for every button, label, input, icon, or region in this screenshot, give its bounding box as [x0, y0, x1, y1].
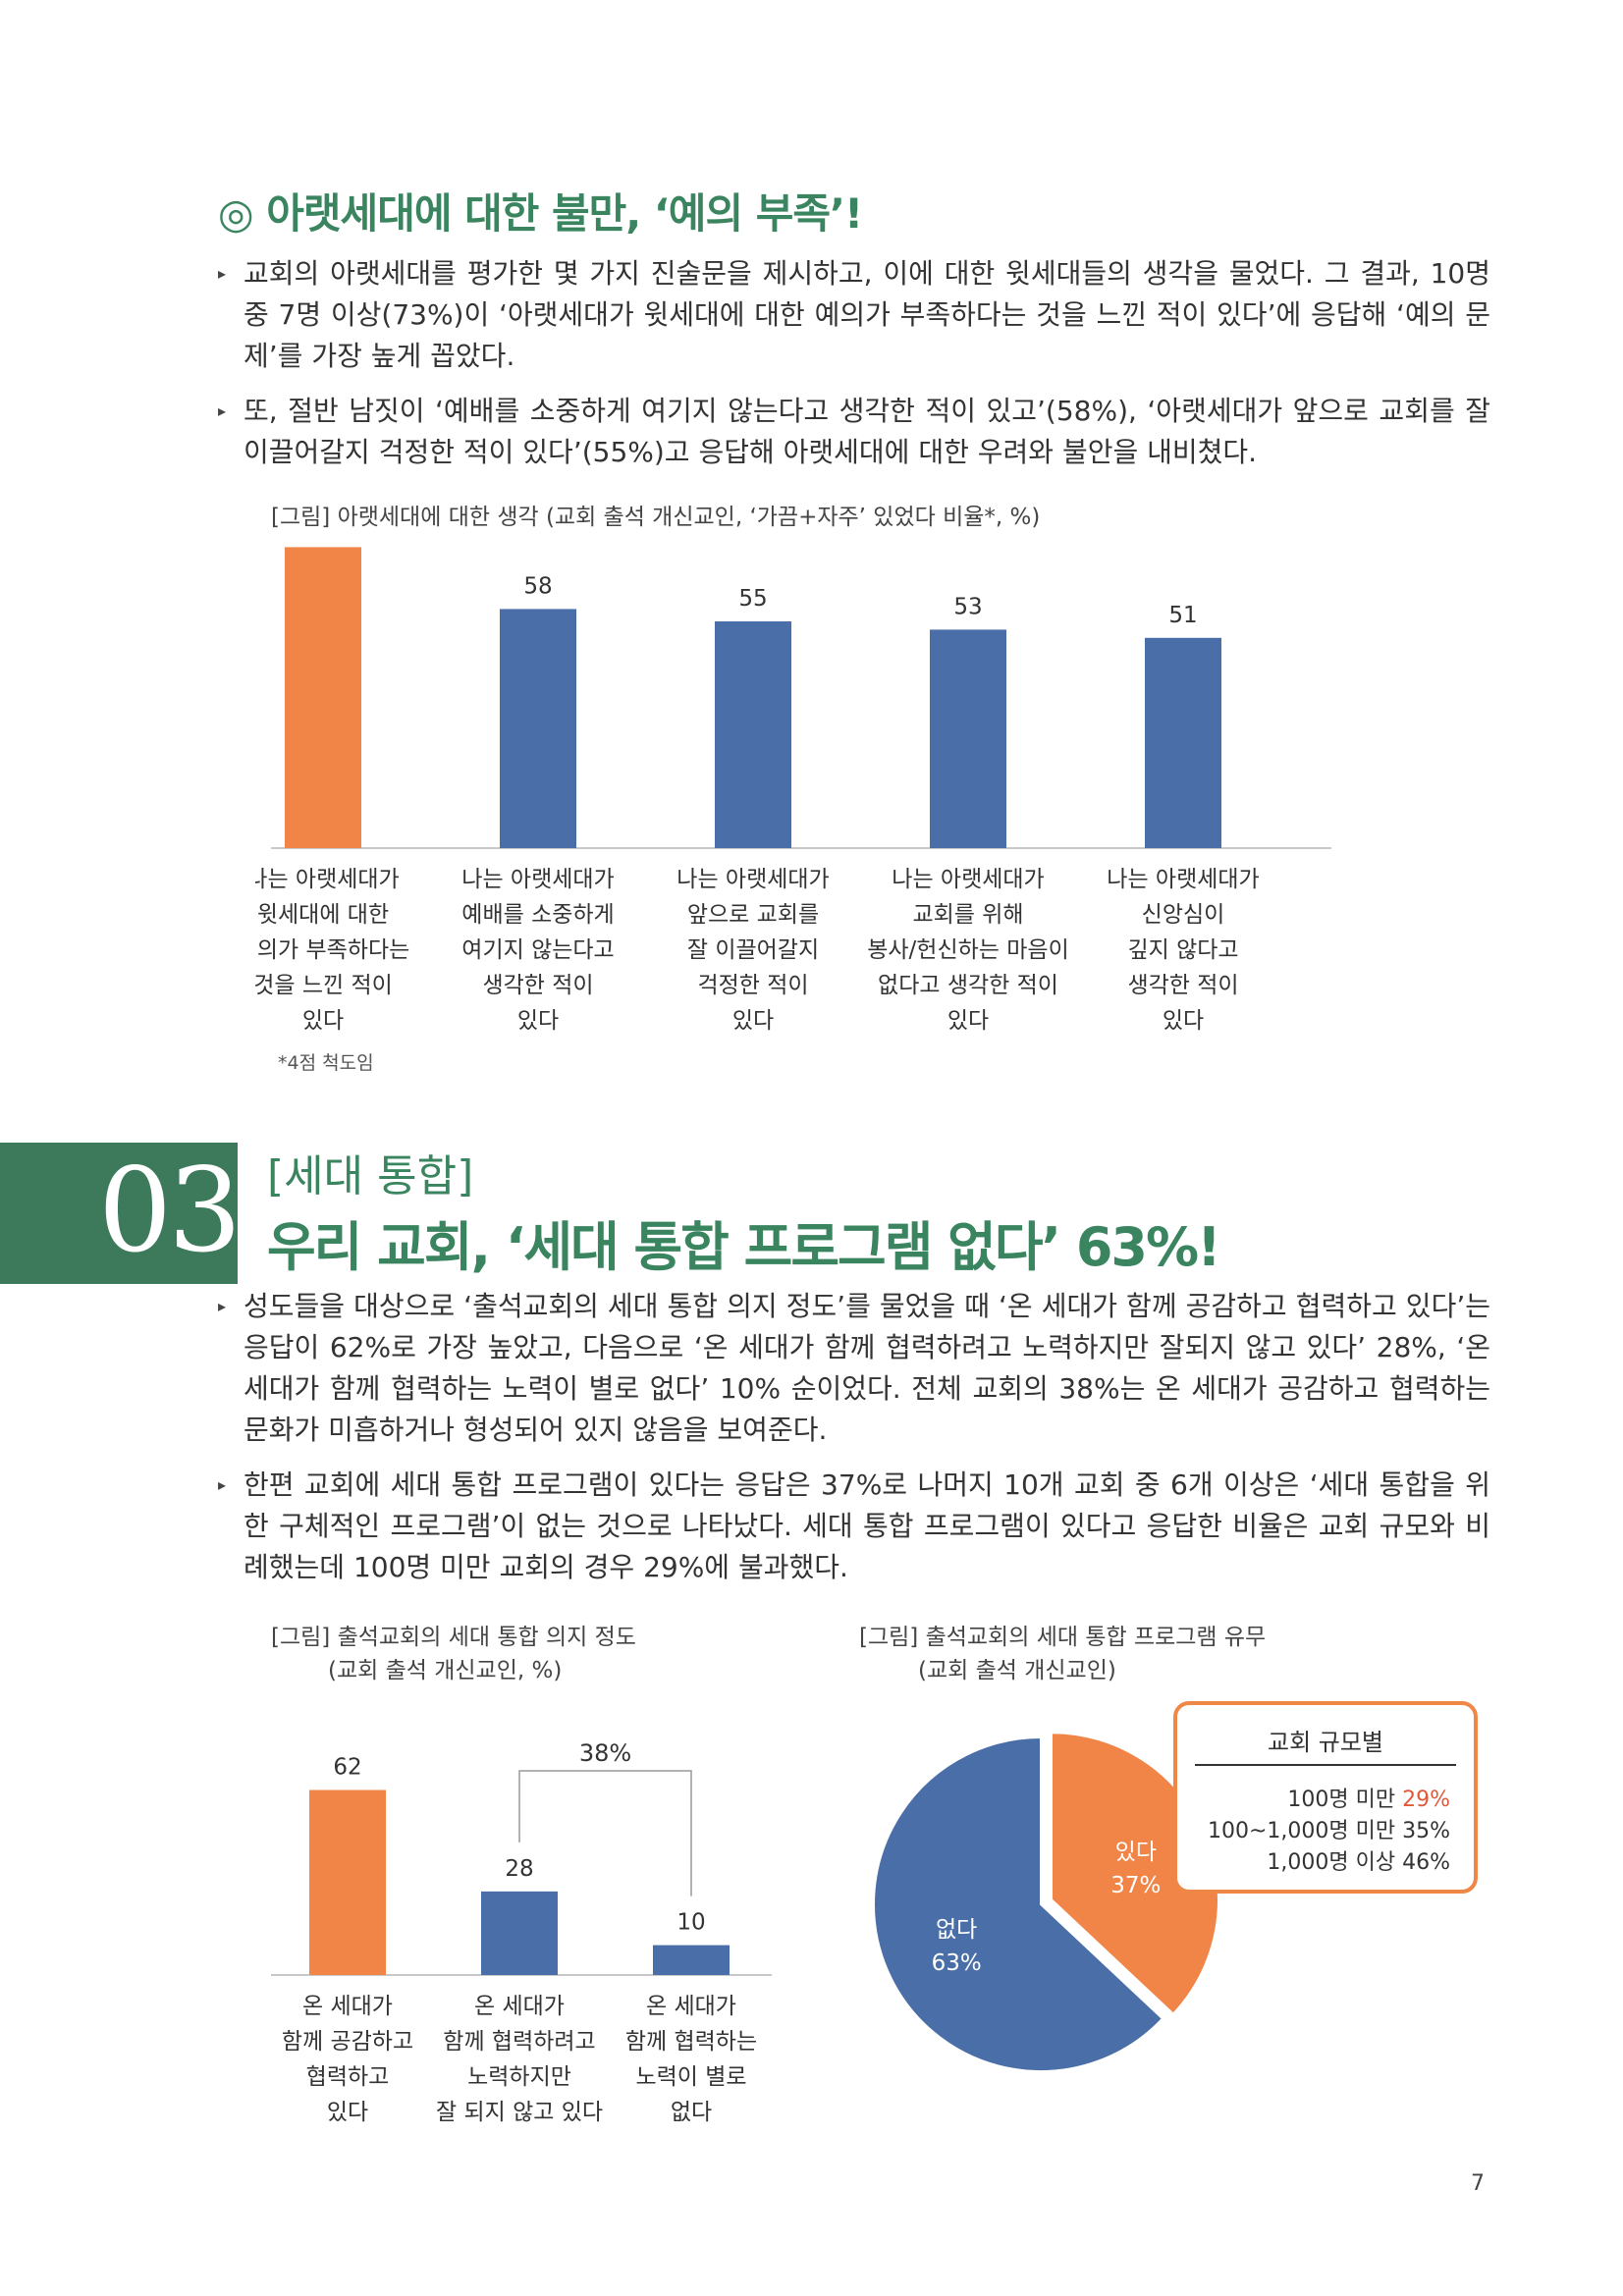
category-label: 있다 [327, 2100, 368, 2125]
bullet-text: 성도들을 대상으로 ‘출석교회의 세대 통합 의지 정도’를 물었을 때 ‘온 … [218, 1286, 1490, 1451]
data-label: 28 [505, 1856, 533, 1882]
category-label: 나는 아랫세대가 [892, 867, 1044, 892]
category-label: 협력하고 [306, 2064, 390, 2090]
chart2-subcaption: (교회 출석 개신교인, %) [328, 1658, 563, 1683]
chart2-caption: [그림] 출석교회의 세대 통합 의지 정도 [271, 1625, 636, 1650]
bar [481, 1891, 558, 1975]
slice-label: 있다 [1115, 1840, 1157, 1865]
legend-row-value: 29% [1402, 1788, 1450, 1812]
section-number-badge [0, 1143, 238, 1284]
data-label: 10 [676, 1910, 705, 1936]
category-label: 함께 협력하려고 [443, 2029, 595, 2055]
legend-row: 100명 미만 29% [1287, 1782, 1450, 1813]
legend-row-label: 1,000명 이상 [1267, 1850, 1396, 1875]
section-title: ◎ 아랫세대에 대한 불만, ‘예의 부족’! [218, 189, 863, 238]
category-label: 깊지 않다고 [1127, 937, 1238, 963]
slice-value: 37% [1110, 1873, 1161, 1898]
legend-row: 1,000명 이상 46% [1267, 1844, 1450, 1876]
category-label: 온 세대가 [646, 1994, 736, 2019]
category-label: 없다고 생각한 적이 [878, 973, 1058, 998]
category-label: 있다 [1163, 1008, 1204, 1034]
category-label: 있다 [517, 1008, 559, 1034]
bullet-text: 교회의 아랫세대를 평가한 몇 가지 진술문을 제시하고, 이에 대한 윗세대들… [218, 253, 1490, 377]
chart3-caption: [그림] 출석교회의 세대 통합 프로그램 유무 [859, 1625, 1267, 1650]
bar [930, 629, 1006, 848]
category-label: 있다 [947, 1008, 989, 1034]
category-label: 생각한 적이 [482, 973, 593, 998]
category-label: 윗세대에 대한 [257, 902, 389, 928]
category-label: 노력이 별로 [635, 2064, 746, 2090]
category-label: 생각한 적이 [1127, 973, 1238, 998]
legend-row-value: 35% [1402, 1819, 1450, 1843]
category-label: 예의가 부족하다는 [255, 937, 409, 963]
category-label: 온 세대가 [302, 1994, 393, 2019]
category-label: 나는 아랫세대가 [676, 867, 829, 892]
category-label: 것을 느낀 적이 [255, 973, 393, 998]
category-label: 예배를 소중하게 [461, 902, 614, 928]
bracket-label: 38% [579, 1739, 631, 1767]
data-label: 51 [1168, 603, 1197, 628]
category-label: 함께 협력하는 [625, 2029, 757, 2055]
bar [1145, 637, 1221, 848]
category-label: 나는 아랫세대가 [1107, 867, 1259, 892]
category-label: 나는 아랫세대가 [461, 867, 614, 892]
category-label: 함께 공감하고 [282, 2029, 413, 2055]
section3-bullets: 성도들을 대상으로 ‘출석교회의 세대 통합 의지 정도’를 물었을 때 ‘온 … [218, 1286, 1490, 1602]
data-label: 55 [738, 586, 767, 612]
page-number: 7 [1471, 2171, 1485, 2196]
chart1-caption: [그림] 아랫세대에 대한 생각 (교회 출석 개신교인, ‘가끔+자주’ 있었… [271, 505, 1041, 530]
category-label: 잘 되지 않고 있다 [436, 2100, 603, 2125]
section-headline: 우리 교회, ‘세대 통합 프로그램 없다’ 63%! [267, 1216, 1221, 1278]
data-label: 62 [333, 1755, 361, 1781]
slice-value: 63% [932, 1950, 982, 1976]
category-label: 있다 [302, 1008, 344, 1034]
bullet-text: 한편 교회에 세대 통합 프로그램이 있다는 응답은 37%로 나머지 10개 … [218, 1465, 1490, 1588]
section-number: 03 [98, 1143, 242, 1278]
chart1-footnote: *4점 척도임 [278, 1052, 374, 1074]
category-label: 걱정한 적이 [697, 973, 808, 998]
legend-divider [1195, 1764, 1456, 1766]
legend-row-label: 100~1,000명 미만 [1207, 1819, 1396, 1843]
category-label: 앞으로 교회를 [687, 902, 819, 928]
category-label: 교회를 위해 [912, 902, 1023, 928]
chart3-pie: 있다 37% 없다 63% [873, 1732, 1220, 2072]
data-label: 53 [953, 594, 982, 619]
slice-label: 없다 [936, 1917, 977, 1943]
category-label: 노력하지만 [467, 2064, 571, 2090]
category-label: 신앙심이 [1142, 902, 1225, 928]
chart3-subcaption: (교회 출석 개신교인) [918, 1658, 1116, 1683]
church-size-legend: 교회 규모별 100명 미만 29% 100~1,000명 미만 35% 1,0… [1173, 1701, 1478, 1894]
category-label: 있다 [732, 1008, 774, 1034]
legend-row: 100~1,000명 미만 35% [1208, 1813, 1450, 1844]
section-tag: [세대 통합] [267, 1151, 474, 1201]
category-label: 온 세대가 [474, 1994, 565, 2019]
section1-bullets: 교회의 아랫세대를 평가한 몇 가지 진술문을 제시하고, 이에 대한 윗세대들… [218, 253, 1490, 487]
bar [309, 1789, 386, 1975]
bracket [518, 1770, 692, 1896]
category-label: 봉사/헌신하는 마음이 [867, 937, 1069, 963]
legend-row-label: 100명 미만 [1287, 1788, 1396, 1812]
pie-slice [873, 1735, 1164, 2072]
bullet-text: 또, 절반 남짓이 ‘예배를 소중하게 여기지 않는다고 생각한 적이 있고’(… [218, 391, 1490, 473]
category-label: 여기지 않는다고 [461, 937, 614, 963]
data-label: 58 [523, 573, 552, 599]
legend-row-value: 46% [1402, 1850, 1450, 1875]
category-label: 잘 이끌어갈지 [687, 937, 819, 963]
bar [715, 621, 791, 848]
bar [653, 1945, 730, 1975]
category-label: 없다 [671, 2100, 712, 2125]
category-label: 나는 아랫세대가 [255, 867, 400, 892]
bar [285, 547, 361, 848]
legend-title: 교회 규모별 [1267, 1729, 1384, 1756]
bar [500, 609, 576, 848]
